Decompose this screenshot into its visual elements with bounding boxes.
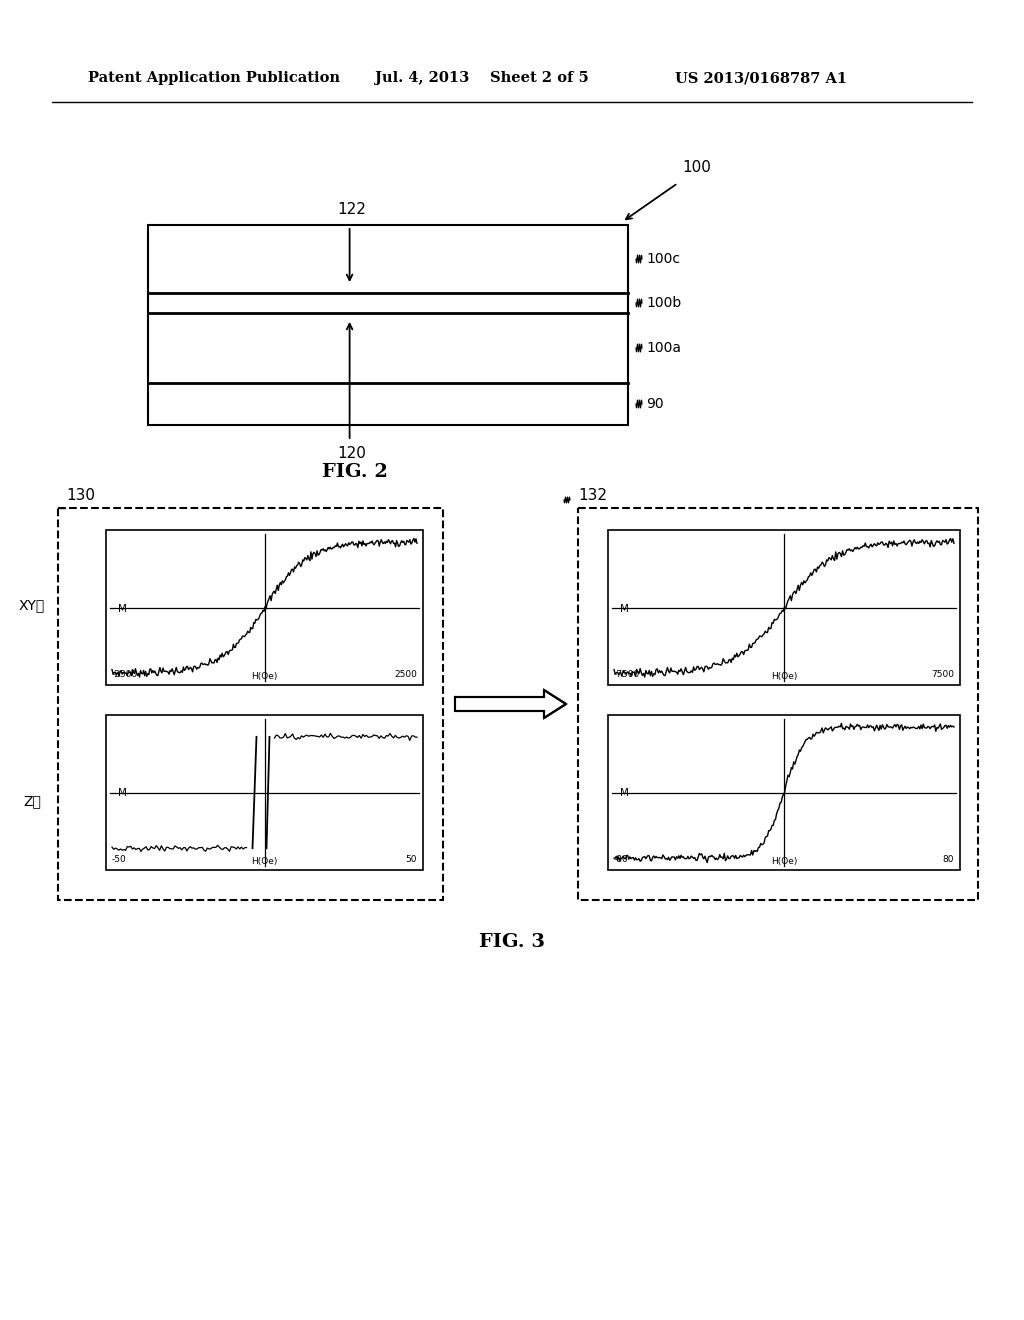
- Text: 120: 120: [338, 446, 367, 461]
- Text: US 2013/0168787 A1: US 2013/0168787 A1: [675, 71, 847, 84]
- Text: 100b: 100b: [646, 296, 681, 310]
- Text: -2500: -2500: [112, 671, 138, 678]
- Text: 100c: 100c: [646, 252, 680, 267]
- Text: 100: 100: [682, 160, 711, 174]
- Bar: [106, 715, 423, 870]
- Text: -7500: -7500: [614, 671, 640, 678]
- Text: -80: -80: [614, 855, 629, 865]
- Text: FIG. 2: FIG. 2: [323, 463, 388, 480]
- Text: H(Oe): H(Oe): [771, 672, 798, 681]
- Bar: [578, 508, 978, 900]
- Text: H(Oe): H(Oe): [251, 857, 278, 866]
- Bar: [106, 531, 423, 685]
- Text: Sheet 2 of 5: Sheet 2 of 5: [490, 71, 589, 84]
- Bar: [608, 531, 961, 685]
- Text: 7500: 7500: [931, 671, 954, 678]
- Text: H(Oe): H(Oe): [771, 857, 798, 866]
- Text: -50: -50: [112, 855, 127, 865]
- Bar: [58, 508, 443, 900]
- Text: H(Oe): H(Oe): [251, 672, 278, 681]
- Text: 50: 50: [406, 855, 417, 865]
- Text: M: M: [620, 603, 629, 614]
- Text: XY軸: XY軸: [18, 598, 45, 612]
- Text: 80: 80: [942, 855, 954, 865]
- Text: Z軸: Z軸: [24, 795, 41, 808]
- Text: Patent Application Publication: Patent Application Publication: [88, 71, 340, 84]
- Bar: [148, 224, 628, 425]
- Text: 122: 122: [338, 202, 367, 218]
- Bar: [608, 715, 961, 870]
- Text: M: M: [118, 603, 126, 614]
- Text: M: M: [620, 788, 629, 799]
- Text: 130: 130: [66, 488, 95, 503]
- Text: 90: 90: [646, 397, 664, 411]
- Text: Jul. 4, 2013: Jul. 4, 2013: [375, 71, 469, 84]
- Text: 2500: 2500: [394, 671, 417, 678]
- Text: FIG. 3: FIG. 3: [479, 933, 545, 950]
- Text: 132: 132: [578, 488, 607, 503]
- Text: M: M: [118, 788, 126, 799]
- Text: 100a: 100a: [646, 341, 681, 355]
- Polygon shape: [455, 690, 566, 718]
